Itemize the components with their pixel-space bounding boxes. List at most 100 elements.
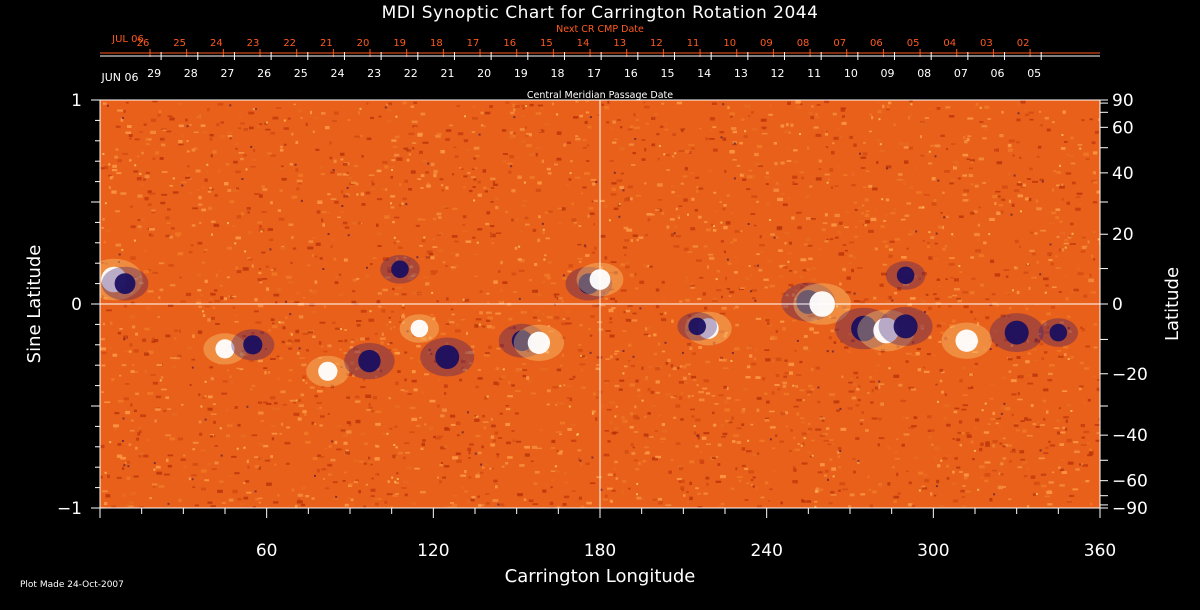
texture-speck	[201, 131, 208, 134]
texture-speck	[398, 321, 404, 324]
texture-speck	[150, 118, 157, 122]
texture-speck	[302, 379, 305, 382]
texture-speck	[405, 203, 408, 206]
texture-speck	[978, 157, 984, 161]
texture-speck	[1004, 338, 1008, 342]
texture-speck	[411, 502, 417, 506]
texture-speck	[779, 440, 785, 443]
texture-speck	[675, 235, 682, 238]
texture-speck	[196, 273, 202, 277]
texture-speck	[580, 368, 584, 372]
texture-speck	[391, 139, 397, 142]
texture-speck	[796, 211, 802, 214]
texture-speck	[726, 386, 729, 390]
texture-speck	[1063, 345, 1069, 349]
texture-speck	[936, 479, 940, 484]
texture-speck	[865, 429, 869, 432]
next-cr-date-label: 13	[613, 38, 626, 49]
texture-speck	[125, 131, 131, 134]
texture-speck	[1067, 461, 1074, 465]
texture-speck	[844, 249, 848, 252]
texture-speck	[982, 181, 987, 184]
texture-speck	[934, 242, 938, 245]
texture-speck	[218, 362, 222, 366]
texture-speck	[399, 204, 401, 207]
texture-speck	[511, 272, 516, 276]
texture-speck	[979, 106, 982, 109]
texture-speck	[840, 136, 843, 138]
texture-speck	[255, 108, 257, 111]
texture-speck	[250, 145, 253, 148]
texture-speck	[670, 185, 674, 188]
texture-speck	[909, 100, 913, 102]
texture-speck	[630, 239, 633, 242]
texture-speck	[904, 142, 909, 146]
texture-speck	[771, 359, 776, 363]
texture-speck	[472, 186, 476, 188]
texture-speck	[548, 262, 552, 264]
texture-speck	[408, 259, 411, 262]
texture-speck	[730, 211, 734, 215]
texture-speck	[761, 132, 768, 135]
texture-speck	[815, 177, 822, 181]
texture-speck	[819, 488, 824, 491]
texture-speck	[263, 367, 268, 369]
texture-speck	[174, 337, 177, 340]
texture-speck	[1056, 235, 1060, 238]
texture-speck	[350, 340, 355, 344]
texture-speck	[257, 124, 260, 129]
texture-speck	[343, 441, 348, 445]
texture-speck	[155, 408, 161, 411]
texture-speck	[368, 406, 373, 409]
texture-speck	[796, 398, 802, 402]
texture-speck	[962, 199, 968, 202]
texture-speck	[1044, 351, 1048, 354]
texture-speck	[212, 150, 217, 154]
texture-speck	[436, 212, 442, 216]
texture-speck	[999, 210, 1004, 214]
texture-speck	[393, 444, 396, 446]
texture-speck	[165, 434, 172, 437]
texture-speck	[837, 455, 841, 458]
texture-speck	[497, 503, 500, 506]
texture-speck	[172, 365, 176, 369]
texture-speck	[363, 442, 368, 445]
texture-speck	[977, 223, 980, 227]
texture-speck	[1008, 306, 1012, 310]
texture-speck	[437, 404, 440, 408]
texture-speck	[463, 139, 469, 143]
texture-speck	[502, 160, 507, 163]
texture-speck	[690, 408, 695, 411]
texture-speck	[341, 205, 344, 207]
texture-speck	[733, 177, 736, 180]
texture-speck	[139, 131, 143, 133]
texture-speck	[420, 112, 426, 116]
texture-speck	[995, 190, 1001, 193]
texture-speck	[630, 412, 634, 416]
texture-speck	[104, 471, 107, 474]
texture-speck	[781, 292, 786, 295]
texture-speck	[147, 350, 154, 354]
texture-speck	[271, 432, 278, 435]
texture-speck	[471, 496, 476, 500]
texture-speck	[696, 434, 699, 437]
texture-speck	[407, 276, 414, 280]
texture-speck	[530, 392, 537, 395]
texture-speck	[1039, 273, 1042, 276]
texture-speck	[370, 488, 376, 492]
texture-speck	[875, 350, 878, 353]
texture-speck	[1088, 451, 1094, 455]
texture-speck	[246, 491, 252, 494]
texture-speck	[396, 240, 400, 243]
texture-speck	[731, 352, 734, 354]
texture-speck	[330, 171, 335, 174]
texture-speck	[257, 221, 262, 224]
texture-speck	[682, 376, 687, 380]
texture-speck	[207, 501, 213, 504]
texture-speck	[577, 349, 583, 352]
texture-speck	[426, 182, 430, 185]
texture-speck	[945, 147, 949, 151]
texture-speck	[1057, 350, 1062, 352]
texture-speck	[805, 237, 812, 241]
texture-speck	[1086, 441, 1090, 446]
